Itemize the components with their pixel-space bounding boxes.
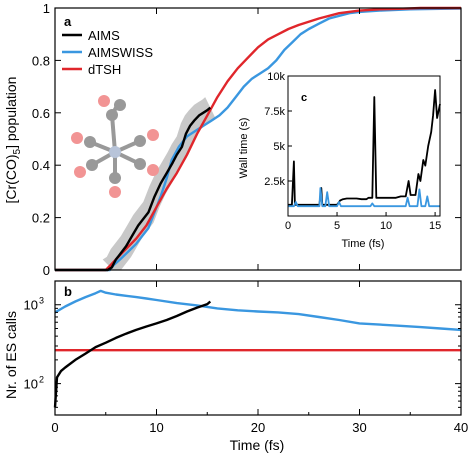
panel-a-y-tick-label: 0.2 bbox=[32, 211, 50, 226]
panel-c-x-tick-label: 15 bbox=[429, 220, 441, 232]
variance-band bbox=[102, 97, 216, 270]
panel-b-y-tick-exponent: 3 bbox=[39, 296, 44, 306]
panel-b-y-tick-label: 10 bbox=[24, 377, 38, 392]
panel-b-x-tick-label: 0 bbox=[51, 420, 58, 435]
panel-b-x-tick-label: 20 bbox=[251, 420, 265, 435]
panel-a: 0 0.2 0.4 0.6 0.8 1 a [Cr(CO)5] population AI… bbox=[3, 1, 462, 278]
panel-b-y-tick-exponent: 2 bbox=[39, 375, 44, 385]
panel-b-x-tick-label: 10 bbox=[149, 420, 163, 435]
panel-a-y-tick-label: 1 bbox=[43, 1, 50, 16]
panel-a-series-dtsh bbox=[55, 6, 461, 272]
panel-a-series-aims bbox=[55, 106, 212, 272]
panel-c-y-tick-label: 5k bbox=[273, 141, 285, 153]
panel-b-x-tick-label: 30 bbox=[352, 420, 366, 435]
panel-b-series-aimswiss bbox=[54, 289, 462, 332]
panel-c-x-tick-label: 10 bbox=[380, 220, 392, 232]
panel-c-y-tick-label: 7.5k bbox=[264, 106, 285, 118]
panel-c-x-tick-label: 0 bbox=[285, 220, 291, 232]
panel-c-series bbox=[288, 89, 441, 208]
panel-c-series-aimswiss bbox=[288, 187, 440, 208]
panel-b-x-tick-label: 40 bbox=[454, 420, 468, 435]
panel-a-y-tick-label: 0 bbox=[43, 263, 50, 278]
panel-a-x-ticks bbox=[54, 8, 462, 270]
panel-c-x-ticks: 0 5 10 15 bbox=[285, 212, 441, 232]
panel-c-y-tick-label: 10k bbox=[267, 71, 285, 83]
panel-a-y-tick-label: 0.4 bbox=[32, 158, 50, 173]
panel-a-y-axis-label: [Cr(CO)5] population bbox=[3, 77, 23, 204]
panel-b-frame bbox=[54, 280, 462, 416]
legend-label-dtsh: dTSH bbox=[88, 62, 121, 77]
panel-c-background bbox=[288, 76, 440, 216]
legend-label-aims: AIMS bbox=[88, 28, 120, 43]
panel-b-x-axis-label: Time (fs) bbox=[230, 437, 285, 453]
panel-c-y-axis-label: Wall time (s) bbox=[238, 118, 250, 179]
panel-c-x-axis-label: Time (fs) bbox=[342, 238, 385, 250]
legend-label-aimswiss: AIMSWISS bbox=[88, 45, 153, 60]
panel-c-inset: 2.5k 5k 7.5k 10k 0 5 10 15 c Time (fs) Wall ti… bbox=[238, 71, 441, 250]
molecule-icon bbox=[71, 95, 159, 198]
panel-a-letter: a bbox=[64, 14, 72, 29]
panel-b-x-ticks: 0 10 20 30 40 bbox=[51, 281, 468, 435]
panel-b-y-tick-label: 10 bbox=[24, 298, 38, 313]
panel-c-letter: c bbox=[301, 92, 307, 104]
panel-c-x-tick-label: 5 bbox=[334, 220, 340, 232]
panel-b-y-axis-label: Nr. of ES calls bbox=[3, 311, 19, 399]
panel-a-y-tick-label: 0.6 bbox=[32, 106, 50, 121]
panel-a-y-ticks: 0 0.2 0.4 0.6 0.8 1 bbox=[32, 1, 461, 278]
panel-b-series-aims bbox=[53, 300, 212, 408]
legend: AIMS AIMSWISS dTSH bbox=[62, 28, 153, 77]
panel-b-series bbox=[53, 289, 462, 408]
panel-c-y-ticks: 2.5k 5k 7.5k 10k bbox=[264, 71, 292, 188]
aims-variance-band bbox=[102, 97, 216, 270]
panel-a-y-tick-label: 0.8 bbox=[32, 53, 50, 68]
panel-a-series bbox=[55, 6, 462, 272]
panel-b-letter: b bbox=[64, 284, 72, 299]
panel-c-y-tick-label: 2.5k bbox=[264, 176, 285, 188]
panel-a-series-aimswiss bbox=[55, 7, 462, 272]
